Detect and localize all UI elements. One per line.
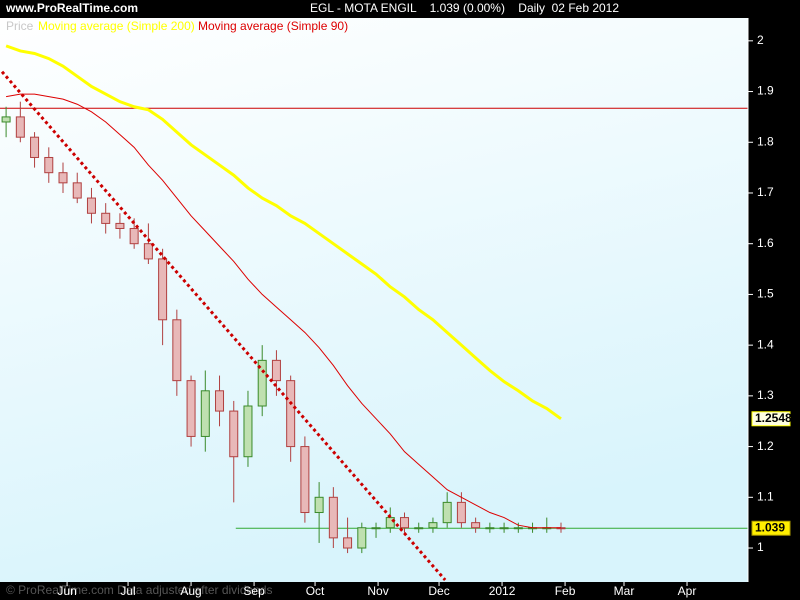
moving-average xyxy=(6,93,561,529)
chart-title: EGL - MOTA ENGIL 1.039 (0.00%) Daily 02 … xyxy=(310,1,619,15)
candle-body xyxy=(72,182,82,199)
candle-body xyxy=(385,517,395,529)
source: www.ProRealTime.com xyxy=(5,1,138,15)
candle-body xyxy=(300,446,310,514)
candle-body xyxy=(229,410,239,458)
y-tick-label: 1.6 xyxy=(757,236,774,250)
x-tick-label: Jul xyxy=(120,584,135,598)
last-value-label: 1.2548 xyxy=(755,411,792,425)
x-tick-label: Dec xyxy=(428,584,449,598)
plot xyxy=(0,44,748,581)
candle-body xyxy=(58,172,68,184)
candle-body xyxy=(243,405,253,458)
x-tick-label: Jun xyxy=(57,584,76,598)
candle-body xyxy=(115,222,125,229)
x-tick-label: 2012 xyxy=(489,584,516,598)
candle-body xyxy=(456,501,466,524)
x-tick-label: Sep xyxy=(243,584,265,598)
candle-body xyxy=(442,501,452,524)
candle-body xyxy=(428,522,438,529)
legend-ma90: Moving average (Simple 90) xyxy=(198,19,348,33)
candle-body xyxy=(343,537,353,549)
candle-body xyxy=(485,527,495,530)
y-tick-label: 1.8 xyxy=(757,134,774,148)
y-tick-label: 1.4 xyxy=(757,337,774,351)
x-tick-label: Nov xyxy=(367,584,388,598)
candle-body xyxy=(286,380,296,448)
moving-average xyxy=(5,44,562,421)
candle-body xyxy=(271,359,281,382)
y-tick-label: 1.1 xyxy=(757,489,774,503)
candle-body xyxy=(101,212,111,224)
last-value-label: 1.039 xyxy=(755,520,785,534)
y-tick-label: 1.9 xyxy=(757,84,774,98)
plot-area xyxy=(0,18,748,582)
x-tick-label: Feb xyxy=(555,584,576,598)
candle-body xyxy=(186,380,196,437)
last-value-box xyxy=(751,411,791,427)
candle-body xyxy=(129,227,139,245)
candle-body xyxy=(158,258,168,321)
last-value-box xyxy=(751,520,791,536)
candle-body xyxy=(328,496,338,539)
candle-body xyxy=(414,527,424,530)
y-tick-label: 1.3 xyxy=(757,388,774,402)
candle-body xyxy=(143,243,153,260)
y-tick-label: 1 xyxy=(757,540,764,554)
candle-body xyxy=(257,359,267,407)
candle-body xyxy=(513,527,523,530)
candle-body xyxy=(399,517,409,529)
y-tick-label: 2 xyxy=(757,33,764,47)
candle-body xyxy=(15,116,25,138)
candle-body xyxy=(1,116,11,123)
x-tick-label: Oct xyxy=(306,584,325,598)
trendline xyxy=(0,70,447,581)
y-tick-label: 1.2 xyxy=(757,439,774,453)
footer: © ProRealTime.com Data adjusted after di… xyxy=(6,583,273,597)
candle-body xyxy=(357,527,367,549)
x-tick-label: Apr xyxy=(678,584,697,598)
y-tick-label: 1.7 xyxy=(757,185,774,199)
candle-body xyxy=(86,197,96,214)
x-tick-label: Aug xyxy=(180,584,201,598)
candle-body xyxy=(314,496,324,514)
candle-body xyxy=(371,527,381,530)
candle-body xyxy=(499,527,509,530)
legend-ma200: Moving average (Simple 200) xyxy=(38,19,195,33)
x-tick-label: Mar xyxy=(614,584,635,598)
candle-body xyxy=(200,390,210,437)
legend-price: Price xyxy=(6,19,34,33)
y-tick-label: 1.5 xyxy=(757,287,774,301)
candle-body xyxy=(30,136,40,158)
candle-body xyxy=(471,522,481,529)
candle-body xyxy=(215,390,225,412)
candle-body xyxy=(172,319,182,382)
legend: Price Moving average (Simple 200) Moving… xyxy=(6,19,348,33)
candle-body xyxy=(44,156,54,174)
